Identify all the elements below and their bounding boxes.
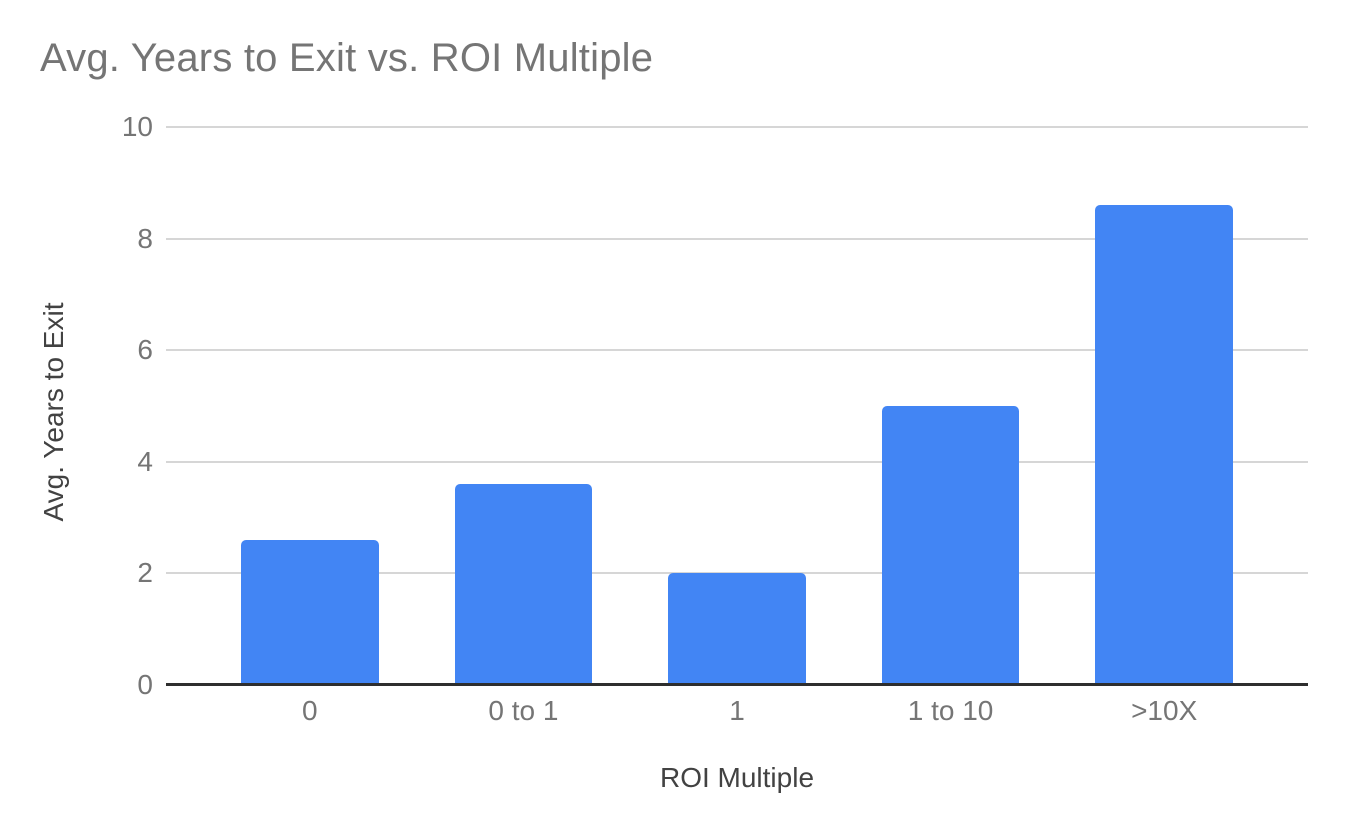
- bar-0 to 1: [454, 484, 593, 685]
- plot-area: [166, 126, 1308, 686]
- x-tick-label: 1: [729, 695, 745, 726]
- y-tick-label: 6: [137, 334, 153, 366]
- bar-band: [630, 127, 844, 685]
- y-tick-label: 2: [137, 557, 153, 589]
- gridline: [166, 460, 1308, 463]
- x-axis-line: [166, 683, 1308, 686]
- x-tick-label: 0: [302, 695, 318, 726]
- chart-title: Avg. Years to Exit vs. ROI Multiple: [40, 36, 654, 80]
- bar-band: [844, 127, 1058, 685]
- bar-1: [668, 573, 806, 685]
- x-tick-label: 0 to 1: [488, 695, 559, 726]
- x-tick-labels: 0 0 to 1 1 1 to 10 >10X: [166, 697, 1308, 725]
- x-tick-label: 1 to 10: [907, 695, 994, 726]
- y-tick-label: 10: [121, 111, 153, 142]
- bar-band: [417, 127, 631, 685]
- bar-1 to 10: [881, 406, 1020, 685]
- y-tick-label: 0: [137, 669, 153, 700]
- bar->10X: [1095, 205, 1234, 685]
- y-tick-label: 8: [137, 222, 153, 254]
- gridline: [166, 572, 1308, 575]
- gridline: [166, 237, 1308, 240]
- x-tick-label: >10X: [1131, 695, 1198, 726]
- bars-layer: [166, 127, 1308, 685]
- gridline: [166, 349, 1308, 352]
- x-axis-title: ROI Multiple: [659, 762, 815, 793]
- y-tick-label: 4: [137, 445, 153, 477]
- gridline: [166, 126, 1308, 128]
- bar-band: [1057, 127, 1271, 685]
- bar-band: [203, 127, 417, 685]
- bar-0: [240, 539, 379, 685]
- y-tick-labels: 0 2 4 6 8 10: [0, 113, 153, 699]
